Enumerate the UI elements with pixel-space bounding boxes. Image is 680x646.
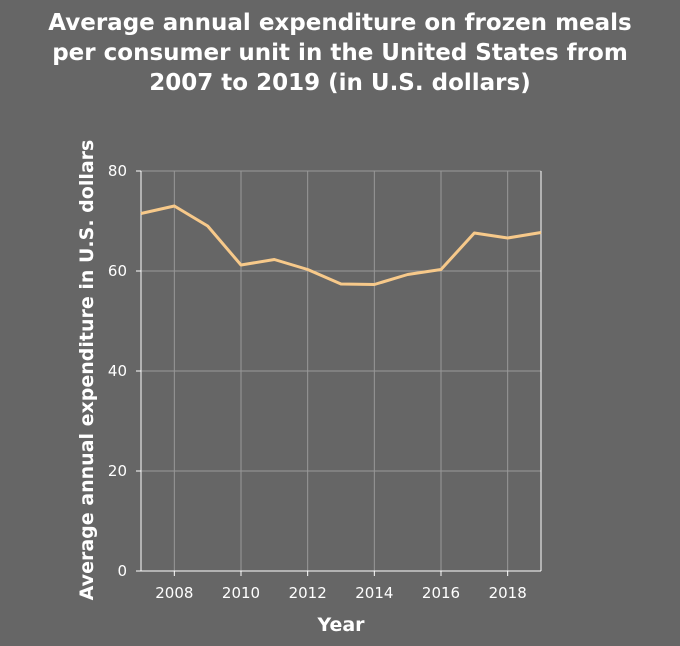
grid <box>141 170 541 572</box>
y-axis-title: Average annual expenditure in U.S. dolla… <box>76 140 98 601</box>
series-group <box>140 204 542 286</box>
chart-title-line-2: per consumer unit in the United States f… <box>52 40 628 66</box>
x-tick-label: 2016 <box>422 584 460 602</box>
x-tick-label: 2018 <box>489 584 527 602</box>
y-tick-label: 60 <box>108 262 127 280</box>
y-tick-label: 80 <box>108 162 127 180</box>
series-line-0 <box>140 204 542 286</box>
x-tick-label: 2012 <box>289 584 327 602</box>
chart-title-line-1: Average annual expenditure on frozen mea… <box>48 10 631 36</box>
y-tick-label: 20 <box>108 462 127 480</box>
y-tick-label: 40 <box>108 362 127 380</box>
x-tick-label: 2014 <box>355 584 393 602</box>
x-tick-label: 2008 <box>155 584 193 602</box>
tick-labels: 2008 2010 2012 2014 2016 2018 0 20 40 60 80 <box>108 162 527 602</box>
x-axis-title: Year <box>316 614 365 636</box>
x-tick-label: 2010 <box>222 584 260 602</box>
chart-title-line-3: 2007 to 2019 (in U.S. dollars) <box>149 70 530 96</box>
y-tick-label: 0 <box>117 562 127 580</box>
